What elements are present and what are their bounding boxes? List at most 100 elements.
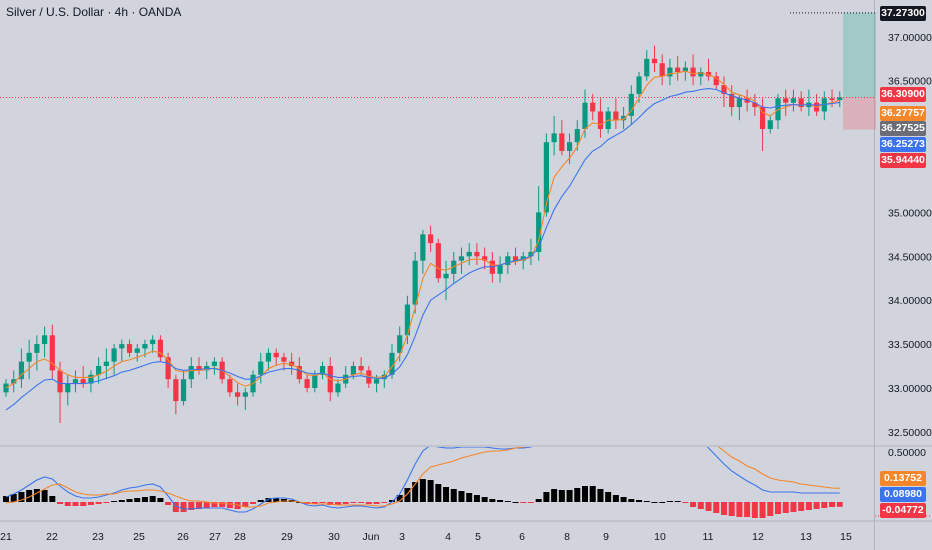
time-tick-label: 8 [564, 531, 570, 543]
macd-histogram-bar [775, 502, 781, 514]
macd-histogram-bar [257, 500, 264, 502]
time-tick-label: 11 [703, 531, 714, 543]
macd-histogram-bar [489, 499, 496, 502]
candle-body [26, 352, 32, 362]
macd-histogram-bar [473, 495, 480, 502]
macd-histogram-bar [211, 502, 218, 507]
candle-body [111, 348, 117, 362]
macd-histogram-bar [767, 502, 774, 516]
macd-histogram-value-label: -0.04772 [880, 502, 926, 518]
macd-histogram-bar [582, 486, 588, 502]
macd-histogram-bar [334, 502, 341, 505]
time-tick-label: 28 [234, 531, 246, 543]
price-tick-label: 34.00000 [888, 295, 932, 307]
time-tick-label: 4 [445, 531, 451, 543]
price-tick-label: 35.00000 [888, 207, 932, 219]
candle-body [482, 256, 488, 261]
macd-histogram-bar [180, 502, 187, 512]
candle-body [18, 361, 25, 380]
macd-histogram-bar [365, 502, 372, 504]
macd-histogram-bar [504, 501, 511, 502]
candle-body [551, 133, 557, 143]
price-pane [0, 45, 874, 424]
candle-body [34, 344, 40, 353]
macd-histogram-bar [396, 495, 403, 502]
time-tick-label: 26 [177, 531, 189, 543]
stop-price-label: 35.94440 [880, 152, 926, 168]
candle-body [752, 102, 758, 108]
macd-histogram-bar [33, 489, 40, 502]
candle-body [304, 379, 310, 388]
macd-histogram-bar [427, 480, 434, 502]
macd-histogram-bar [790, 502, 797, 512]
candle-body [590, 102, 596, 112]
macd-histogram-bar [72, 502, 79, 506]
macd-histogram-bar [782, 502, 789, 513]
macd-histogram-bar [805, 502, 812, 510]
time-tick-label: 13 [800, 531, 812, 543]
candle-body [659, 63, 665, 77]
ema-slow-line [5, 88, 840, 411]
macd-histogram-bar [697, 502, 704, 509]
time-tick-label: 21 [0, 531, 12, 543]
macd-histogram-bar [18, 492, 25, 502]
time-tick-label: 29 [281, 531, 293, 543]
macd-histogram-bar [659, 502, 666, 503]
macd-histogram-bar [26, 490, 33, 502]
macd-histogram-bar [118, 500, 125, 502]
macd-histogram-bar [103, 502, 110, 503]
macd-histogram-bar [419, 479, 426, 502]
candle-body [474, 251, 480, 257]
time-tick-label: 30 [328, 531, 340, 543]
macd-histogram-bar [574, 488, 581, 502]
candle-body [667, 67, 673, 77]
macd-histogram-bar [157, 498, 164, 502]
candle-body [829, 98, 835, 101]
ema-fast-line [5, 70, 840, 389]
candle-body [790, 98, 797, 103]
macd-histogram-bar [751, 502, 758, 518]
candle-body [528, 251, 534, 257]
price-axis[interactable]: 37.00000 36.50000 35.00000 34.50000 34.00000… [888, 32, 932, 459]
macd-histogram-bar [566, 490, 573, 502]
macd-histogram-bar [836, 502, 843, 507]
candle-body [412, 260, 418, 305]
candle-body [72, 379, 79, 384]
candle-body [273, 352, 279, 358]
candle-body [783, 98, 789, 103]
macd-histogram-bar [821, 502, 828, 508]
macd-histogram-bar [188, 502, 195, 510]
macd-histogram-bar [203, 502, 210, 508]
macd-line [5, 447, 840, 513]
macd-histogram-bar [481, 497, 488, 502]
macd-histogram-bar [10, 494, 17, 502]
macd-histogram-bar [628, 499, 635, 502]
macd-histogram-bar [226, 502, 233, 508]
candle-body [428, 234, 434, 244]
candle-body [628, 93, 634, 116]
candle-body [126, 344, 133, 353]
macd-histogram-bar [759, 502, 766, 518]
time-tick-label: 27 [209, 531, 221, 543]
ema-slow-price-label: 36.25273 [880, 136, 926, 152]
macd-histogram-bar [265, 498, 272, 502]
candle-body [505, 256, 511, 266]
macd-histogram-bar [196, 502, 202, 509]
macd-tick-label: 0.50000 [888, 447, 926, 459]
candle-body [188, 366, 194, 380]
macd-histogram-bar [342, 502, 349, 504]
price-tick-label: 37.00000 [888, 32, 932, 44]
price-tick-label: 34.50000 [888, 251, 932, 263]
time-axis[interactable]: 21 22 23 25 26 27 28 29 30 Jun 3 4 5 6 8 9 10 11 12 13 15 [0, 531, 852, 543]
candle-body [335, 383, 341, 393]
macd-histogram-bar [242, 502, 249, 507]
candle-body [265, 352, 272, 362]
candle-body [651, 58, 658, 64]
macd-histogram-bar [643, 501, 650, 502]
macd-histogram-bar [273, 498, 280, 502]
candle-body [42, 335, 48, 345]
macd-histogram-bar [690, 502, 697, 507]
time-tick-label: 15 [840, 531, 852, 543]
